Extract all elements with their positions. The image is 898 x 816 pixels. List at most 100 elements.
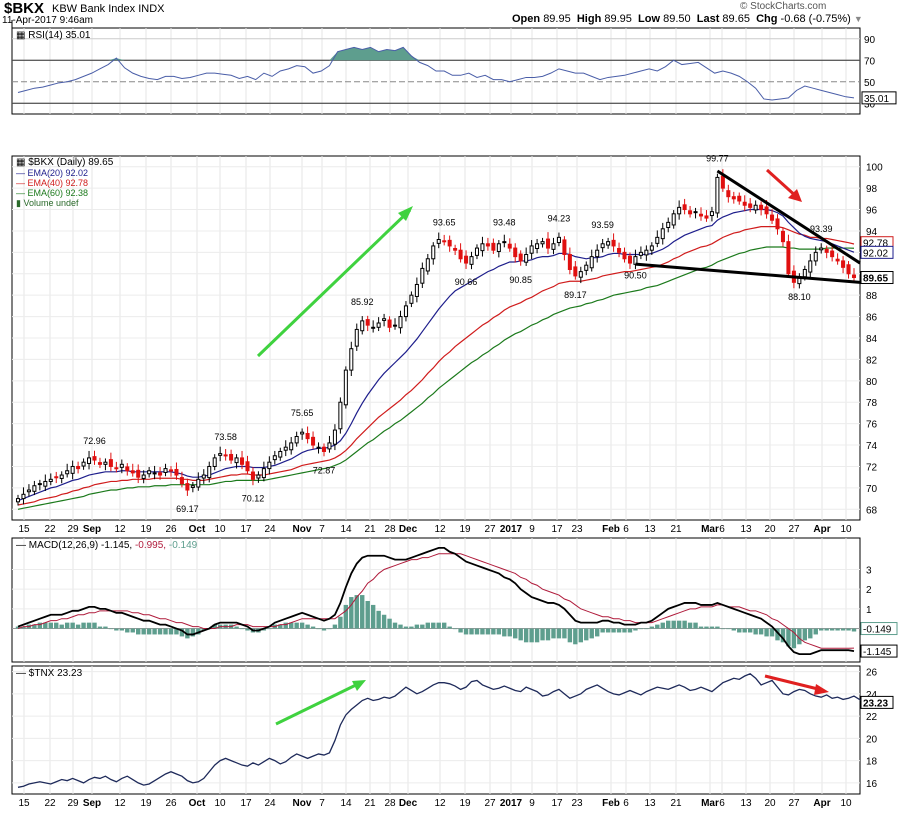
x-axis-label: 23 (571, 798, 583, 809)
macd-histogram-bar (403, 626, 409, 629)
candle-body (409, 294, 414, 304)
open-label: Open (512, 13, 541, 25)
candle-body (622, 251, 627, 260)
candle-body (786, 241, 791, 275)
macd-histogram-bar (409, 626, 414, 629)
macd-histogram-bar (289, 622, 294, 629)
macd-legend-part: — MACD(12,26,9) (16, 540, 101, 551)
candle-body (360, 320, 365, 332)
price-annotation: 89.17 (564, 290, 587, 300)
price-annotation: 73.58 (214, 432, 237, 442)
dropdown-arrow-icon[interactable]: ▼ (853, 14, 863, 24)
macd-histogram-bar (37, 622, 43, 629)
candle-body (163, 468, 168, 473)
candle-body (136, 469, 141, 478)
macd-histogram-bar (644, 628, 649, 630)
ema-line-ema20 (17, 208, 855, 502)
macd-histogram-bar (168, 628, 174, 635)
macd-histogram-bar (846, 628, 851, 631)
x-axis-label: 15 (18, 798, 30, 809)
low-label: Low (638, 13, 661, 25)
trendline-lower (635, 262, 861, 284)
price-tick-label: 88 (866, 291, 878, 302)
price-annotation: 93.65 (433, 218, 456, 228)
macd-histogram-bar (616, 628, 622, 633)
macd-histogram-bar (163, 628, 168, 635)
x-axis-label: Apr (813, 524, 830, 535)
macd-histogram-bar (786, 628, 791, 647)
price-annotation: 90.50 (624, 271, 647, 281)
candle-body (813, 251, 818, 262)
macd-histogram-bar (190, 628, 196, 637)
macd-histogram-bar (502, 628, 507, 637)
candle-body (305, 432, 310, 440)
x-axis-label: 17 (240, 798, 252, 809)
ohlc-readout: Open 89.95 High 89.95 Low 89.50 Last 89.… (512, 13, 863, 25)
macd-histogram-bar (605, 628, 611, 633)
chart-date: 11-Apr-2017 9:46am (2, 15, 93, 26)
x-axis-label: 28 (384, 798, 396, 809)
candle-body (458, 249, 463, 260)
macd-signal-line (17, 553, 855, 649)
macd-histogram-bar (283, 622, 288, 629)
macd-histogram-bar (86, 622, 92, 629)
candle-body (573, 266, 578, 277)
candle-body (245, 461, 250, 472)
x-axis-label: Sep (83, 524, 101, 535)
macd-histogram-bar (485, 628, 491, 635)
candle-body (436, 239, 441, 244)
candle-body (677, 206, 682, 215)
macd-histogram-bar (114, 628, 119, 631)
candle-body (196, 478, 201, 488)
x-axis-label: 27 (788, 524, 800, 535)
candle-body (218, 453, 223, 456)
macd-histogram-bar (146, 628, 152, 635)
macd-histogram-bar (97, 626, 103, 629)
macd-histogram-bar (436, 622, 441, 629)
macd-histogram-bar (267, 628, 272, 630)
macd-histogram-bar (824, 628, 829, 631)
candle-body (316, 446, 321, 449)
candle-body (770, 214, 775, 221)
ema-line-ema60 (17, 246, 855, 510)
price-tick-label: 80 (866, 377, 878, 388)
macd-histogram-bar (234, 626, 239, 629)
x-axis-label: 29 (67, 524, 79, 535)
candle-body (666, 221, 671, 229)
candle-body (529, 245, 534, 254)
red-arrow-tnx (764, 674, 823, 692)
macd-histogram-bar (469, 628, 474, 635)
macd-histogram-bar (676, 620, 682, 629)
macd-histogram-bar (136, 628, 141, 635)
macd-tick-label: 1 (866, 605, 872, 616)
tnx-tick-label: 18 (866, 757, 878, 768)
macd-histogram-bar (414, 624, 420, 629)
candle-body (207, 465, 212, 479)
macd-histogram-bar (343, 604, 349, 629)
candle-body (442, 240, 447, 243)
price-legend-title: ▦ $BKX (Daily) 89.65 (16, 157, 114, 168)
rsi-legend: ▦ RSI(14) 35.01 (16, 30, 91, 41)
macd-histogram-bar (239, 628, 245, 630)
trendline-upper (716, 169, 861, 265)
candle-body (250, 471, 255, 480)
macd-histogram-bar (802, 628, 808, 641)
candle-body (92, 456, 97, 461)
macd-histogram-bar (392, 622, 398, 629)
macd-histogram-bar (32, 624, 37, 629)
macd-histogram-bar (567, 628, 573, 643)
candle-body (338, 401, 343, 430)
macd-histogram-bar (556, 628, 562, 639)
candle-body (556, 236, 561, 244)
price-tick-label: 76 (866, 420, 878, 431)
x-axis-label: 21 (364, 798, 376, 809)
macd-histogram-bar (540, 628, 545, 641)
macd-histogram-bar (638, 628, 644, 630)
candle-body (551, 243, 556, 250)
candle-body (311, 436, 316, 446)
macd-histogram-bar (212, 624, 217, 629)
macd-histogram-bar (278, 624, 283, 629)
price-tick-label: 100 (866, 163, 883, 174)
candle-body (545, 238, 551, 249)
